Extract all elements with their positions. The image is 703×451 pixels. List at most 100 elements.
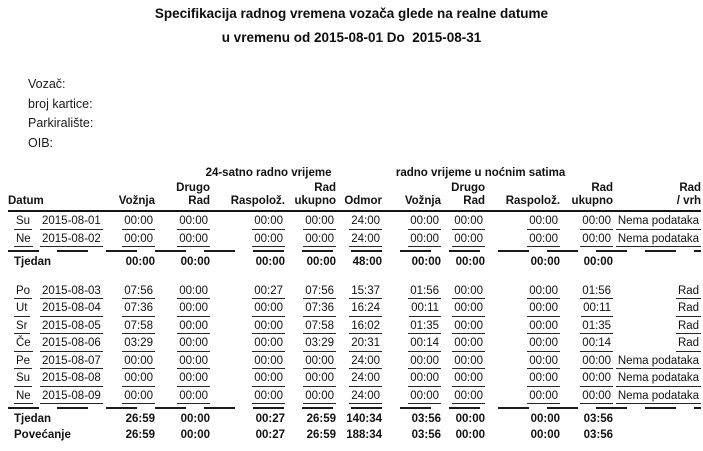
- total-row: Tjedan 26:59 00:00 00:27 26:59 140:34 03:56 00:…: [8, 410, 701, 426]
- col-drugo-rad-day: Drugo Rad: [155, 182, 210, 212]
- card-number-label: broj kartice:: [28, 96, 93, 111]
- value-cell: 00:00: [110, 352, 155, 369]
- date-cell: 2015-08-09: [40, 387, 110, 404]
- parking-label: Parkiralište:: [28, 116, 94, 130]
- total-value-cell: 00:00: [125, 256, 155, 268]
- total-label: Tjedan: [14, 256, 52, 268]
- value-cell: 01:35: [560, 317, 614, 334]
- total-label: Tjedan: [14, 413, 52, 425]
- value-cell: 00:00: [560, 352, 614, 369]
- oib-label: OIB:: [28, 135, 54, 150]
- value-cell: 00:00: [285, 387, 336, 404]
- value-cell: 00:00: [285, 230, 336, 247]
- value-cell: 24:00: [336, 352, 383, 369]
- value-cell: 00:00: [382, 230, 442, 247]
- note-cell: Rad: [613, 282, 702, 299]
- value-cell: 16:02: [336, 317, 383, 334]
- total-value-cell: 00:00: [306, 256, 336, 268]
- value-cell: 00:14: [560, 334, 614, 352]
- total-note-cell: [613, 410, 701, 426]
- separator-row: [8, 247, 702, 253]
- value-cell: 00:00: [155, 211, 210, 230]
- value-cell: 00:00: [441, 387, 486, 404]
- value-cell: 00:00: [210, 369, 285, 387]
- value-cell: 00:00: [155, 369, 210, 387]
- value-cell: 15:37: [336, 282, 383, 299]
- driver-label: Vozač:: [28, 77, 66, 91]
- total-value-cell: 00:27: [255, 428, 285, 441]
- value-cell: 00:00: [210, 387, 285, 404]
- value-cell: 00:00: [441, 230, 486, 247]
- note-cell: Nema podataka: [613, 211, 702, 230]
- value-cell: 00:00: [155, 317, 210, 334]
- total-value-cell: 00:00: [180, 256, 210, 268]
- total-value-cell: 26:59: [306, 428, 336, 441]
- value-cell: 00:00: [485, 387, 561, 404]
- value-cell: 00:00: [560, 369, 614, 387]
- total-value-cell: 03:56: [411, 413, 442, 425]
- note-cell: Rad: [613, 334, 702, 352]
- day-cell: Su: [8, 369, 40, 387]
- day-cell: Su: [8, 211, 40, 230]
- date-cell: 2015-08-02: [40, 230, 110, 247]
- group-header-night: radno vrijeme u noćnim satima: [395, 167, 566, 179]
- total-value-cell: 00:00: [530, 413, 561, 425]
- table-row: Sr 2015-08-05 07:58 00:00 00:00 07:58 16:02 01:…: [8, 317, 702, 334]
- total-value-cell: 00:00: [583, 256, 614, 268]
- total-value-cell: 00:00: [530, 428, 561, 441]
- table-row: Pe 2015-08-07 00:00 00:00 00:00 00:00 24:00 00:…: [8, 352, 702, 369]
- separator-cell: [8, 247, 702, 253]
- col-rad-ukupno-night: Rad ukupno: [560, 182, 614, 212]
- col-drugo-rad-night: Drugo Rad: [441, 182, 486, 212]
- value-cell: 00:00: [485, 230, 561, 247]
- table-row: Po 2015-08-03 07:56 00:00 00:27 07:56 15:37 01:…: [8, 282, 702, 299]
- total-value-cell: 00:00: [455, 428, 486, 441]
- total-value-cell: 26:59: [125, 413, 155, 425]
- table-row: Ne 2015-08-02 00:00 00:00 00:00 00:00 24:00 00:…: [8, 230, 702, 247]
- day-cell: Pe: [8, 352, 40, 369]
- total-label: Povećanje: [14, 428, 71, 441]
- total-value-cell: 188:34: [346, 428, 383, 441]
- total-value-cell: 00:00: [530, 256, 561, 268]
- total-row: Tjedan 00:00 00:00 00:00 00:00 48:00 00:00 00:0…: [8, 253, 701, 269]
- total-note-cell: [613, 426, 701, 442]
- value-cell: 24:00: [336, 387, 383, 404]
- day-cell: Ne: [8, 387, 40, 404]
- total-value-cell: 00:00: [455, 413, 486, 425]
- total-value-cell: 00:00: [255, 256, 285, 268]
- col-raspoloz-night: Raspolož.: [485, 182, 561, 212]
- value-cell: 03:29: [110, 334, 155, 352]
- value-cell: 00:00: [382, 369, 442, 387]
- value-cell: 00:00: [285, 352, 336, 369]
- day-cell: Če: [8, 334, 40, 352]
- dashed-separator-line: [8, 407, 702, 409]
- value-cell: 00:00: [485, 334, 561, 352]
- gap-row: [8, 269, 701, 282]
- value-cell: 03:29: [285, 334, 336, 352]
- date-cell: 2015-08-06: [40, 334, 110, 352]
- table-row: Ut 2015-08-04 07:36 00:00 00:00 07:36 16:24 00:…: [8, 299, 702, 317]
- value-cell: 07:36: [110, 299, 155, 317]
- total-value-cell: 26:59: [306, 413, 336, 425]
- total-value-cell: 140:34: [346, 413, 383, 425]
- value-cell: 00:11: [560, 299, 614, 317]
- table-body: Su 2015-08-01 00:00 00:00 00:00 00:00 24:00 00:…: [8, 211, 702, 442]
- total-value-cell: 03:56: [583, 428, 614, 441]
- total-value-cell: 26:59: [125, 428, 155, 441]
- driver-info: Vozač: broj kartice: Parkiralište: OIB:: [28, 75, 703, 153]
- value-cell: 00:00: [155, 299, 210, 317]
- note-cell: Nema podataka: [613, 387, 702, 404]
- value-cell: 01:56: [382, 282, 442, 299]
- report-title: Specifikacija radnog vremena vozača gled…: [154, 6, 549, 21]
- value-cell: 00:00: [210, 317, 285, 334]
- value-cell: 00:00: [441, 334, 486, 352]
- total-value-cell: 00:00: [180, 428, 210, 441]
- value-cell: 07:56: [110, 282, 155, 299]
- table-row: Če 2015-08-06 03:29 00:00 00:00 03:29 20:31 00:…: [8, 334, 702, 352]
- value-cell: 24:00: [336, 369, 383, 387]
- value-cell: 00:00: [210, 352, 285, 369]
- value-cell: 00:00: [285, 369, 336, 387]
- note-cell: Nema podataka: [613, 369, 702, 387]
- column-header-row: Datum Vožnja Drugo Rad Raspolož. Rad uku…: [8, 182, 702, 212]
- date-cell: 2015-08-08: [40, 369, 110, 387]
